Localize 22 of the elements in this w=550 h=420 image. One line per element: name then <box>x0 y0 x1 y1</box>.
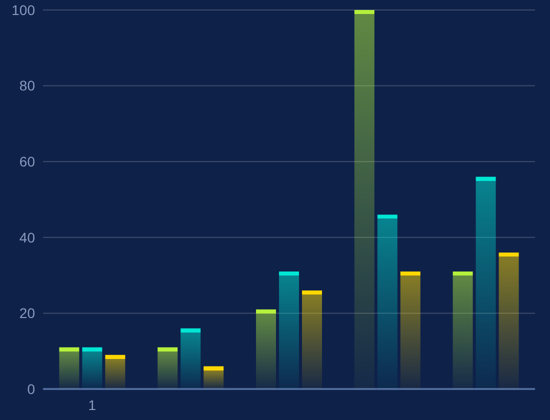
bar <box>158 347 178 389</box>
y-tick-label: 40 <box>19 229 36 246</box>
bar <box>498 252 519 389</box>
bar <box>59 347 80 389</box>
bar <box>452 272 473 389</box>
bar <box>377 214 398 389</box>
bar <box>354 10 374 389</box>
bar <box>180 328 201 389</box>
bar <box>400 272 420 389</box>
bar <box>279 272 299 389</box>
y-tick-label: 20 <box>19 305 36 322</box>
bar <box>302 290 322 389</box>
x-tick-label: 1 <box>88 397 96 413</box>
bar <box>256 309 276 389</box>
y-tick-label: 80 <box>19 78 36 94</box>
y-tick-label: 100 <box>12 2 36 18</box>
bar <box>105 354 126 389</box>
bar <box>204 366 224 389</box>
y-tick-label: 60 <box>19 154 36 170</box>
bar <box>476 176 496 389</box>
bar <box>82 347 102 389</box>
y-tick-label: 0 <box>27 380 36 397</box>
